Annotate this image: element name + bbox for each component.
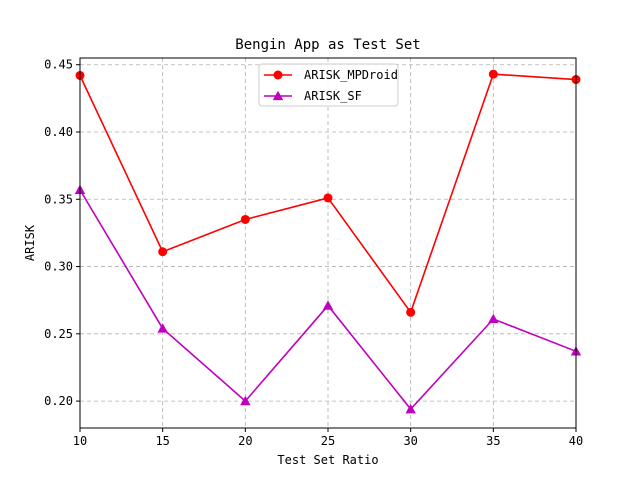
data-point <box>488 69 498 79</box>
y-tick-label: 0.20 <box>44 394 73 408</box>
x-tick-label: 10 <box>73 434 87 448</box>
x-tick-label: 35 <box>486 434 500 448</box>
x-tick-label: 25 <box>321 434 335 448</box>
data-point <box>405 403 416 414</box>
legend: ARISK_MPDroid ARISK_SF <box>258 63 399 107</box>
data-point <box>157 323 168 333</box>
data-point <box>406 307 416 317</box>
data-point <box>240 395 251 406</box>
x-tick-label: 20 <box>238 434 252 448</box>
data-point <box>488 313 499 324</box>
data-point <box>240 214 250 224</box>
legend-box <box>258 63 399 107</box>
data-point <box>158 247 168 257</box>
chart-title: Bengin App as Test Set <box>235 37 420 53</box>
data-point <box>322 300 334 310</box>
y-tick-label: 0.40 <box>44 125 73 139</box>
y-tick-label: 0.35 <box>44 192 73 206</box>
axis-ticks: 10 15 20 25 30 35 40 0.20 0.25 0.30 0.35 0.40 0.45 <box>44 58 583 448</box>
legend-label: ARISK_SF <box>304 89 362 103</box>
x-axis-label: Test Set Ratio <box>277 453 378 467</box>
x-tick-label: 15 <box>155 434 169 448</box>
x-tick-label: 30 <box>403 434 417 448</box>
legend-marker <box>273 70 283 80</box>
y-tick-label: 0.25 <box>44 327 73 341</box>
y-axis-label: ARISK <box>23 224 37 261</box>
data-point <box>323 193 333 203</box>
y-tick-label: 0.45 <box>44 58 73 72</box>
y-tick-label: 0.30 <box>44 260 73 274</box>
legend-marker <box>272 90 284 101</box>
legend-label: ARISK_MPDroid <box>304 68 398 82</box>
x-tick-label: 40 <box>569 434 583 448</box>
series-arisk-sf <box>74 184 582 414</box>
